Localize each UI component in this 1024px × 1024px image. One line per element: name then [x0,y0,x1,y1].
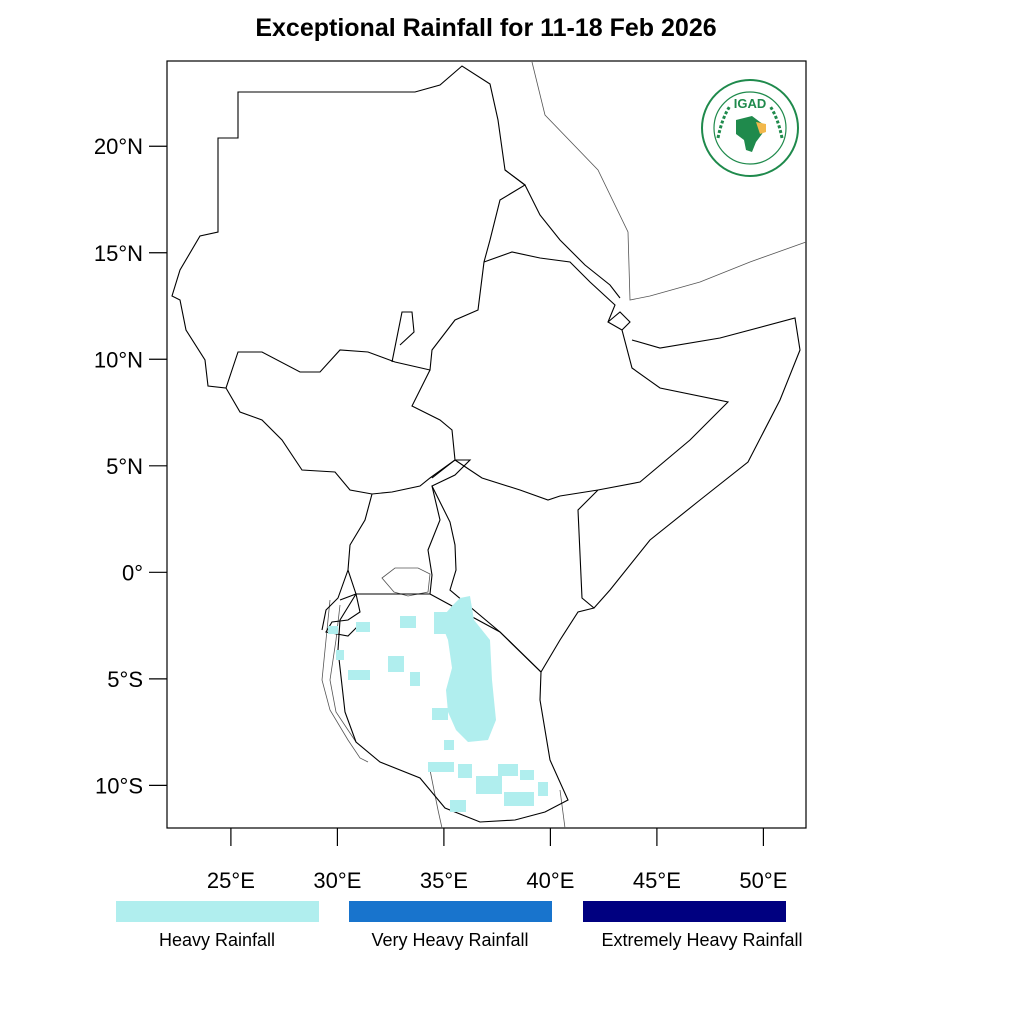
legend-swatch [583,901,786,922]
y-tick-label: 10°S [95,773,143,798]
y-tick-label: 5°S [107,667,143,692]
x-tick-label: 35°E [420,868,468,893]
y-tick-label: 5°N [106,454,143,479]
x-tick-label: 40°E [526,868,574,893]
y-tick-label: 15°N [94,241,143,266]
heavy-rainfall-areas [328,596,548,812]
y-axis: 20°N 15°N 10°N 5°N 0° 5°S 10°S [94,134,167,798]
y-tick-label: 20°N [94,134,143,159]
legend-label: Heavy Rainfall [158,930,276,950]
legend-label: Extremely Heavy Rainfall [601,930,803,950]
x-axis: 25°E 30°E 35°E 40°E 45°E 50°E [207,828,787,893]
legend-label: Very Heavy Rainfall [371,930,529,950]
lake-outlines [321,61,807,829]
y-tick-label: 0° [122,560,143,585]
igad-logo: IGAD [701,79,799,177]
y-tick-label: 10°N [94,347,143,372]
map-frame [166,60,807,829]
x-tick-label: 50°E [739,868,787,893]
legend-swatch [349,901,552,922]
legend-swatch [116,901,319,922]
x-tick-label: 45°E [633,868,681,893]
country-borders [171,65,801,823]
x-tick-label: 30°E [313,868,361,893]
svg-text:IGAD: IGAD [734,96,767,111]
map-title: Exceptional Rainfall for 11-18 Feb 2026 [255,14,717,42]
x-tick-label: 25°E [207,868,255,893]
